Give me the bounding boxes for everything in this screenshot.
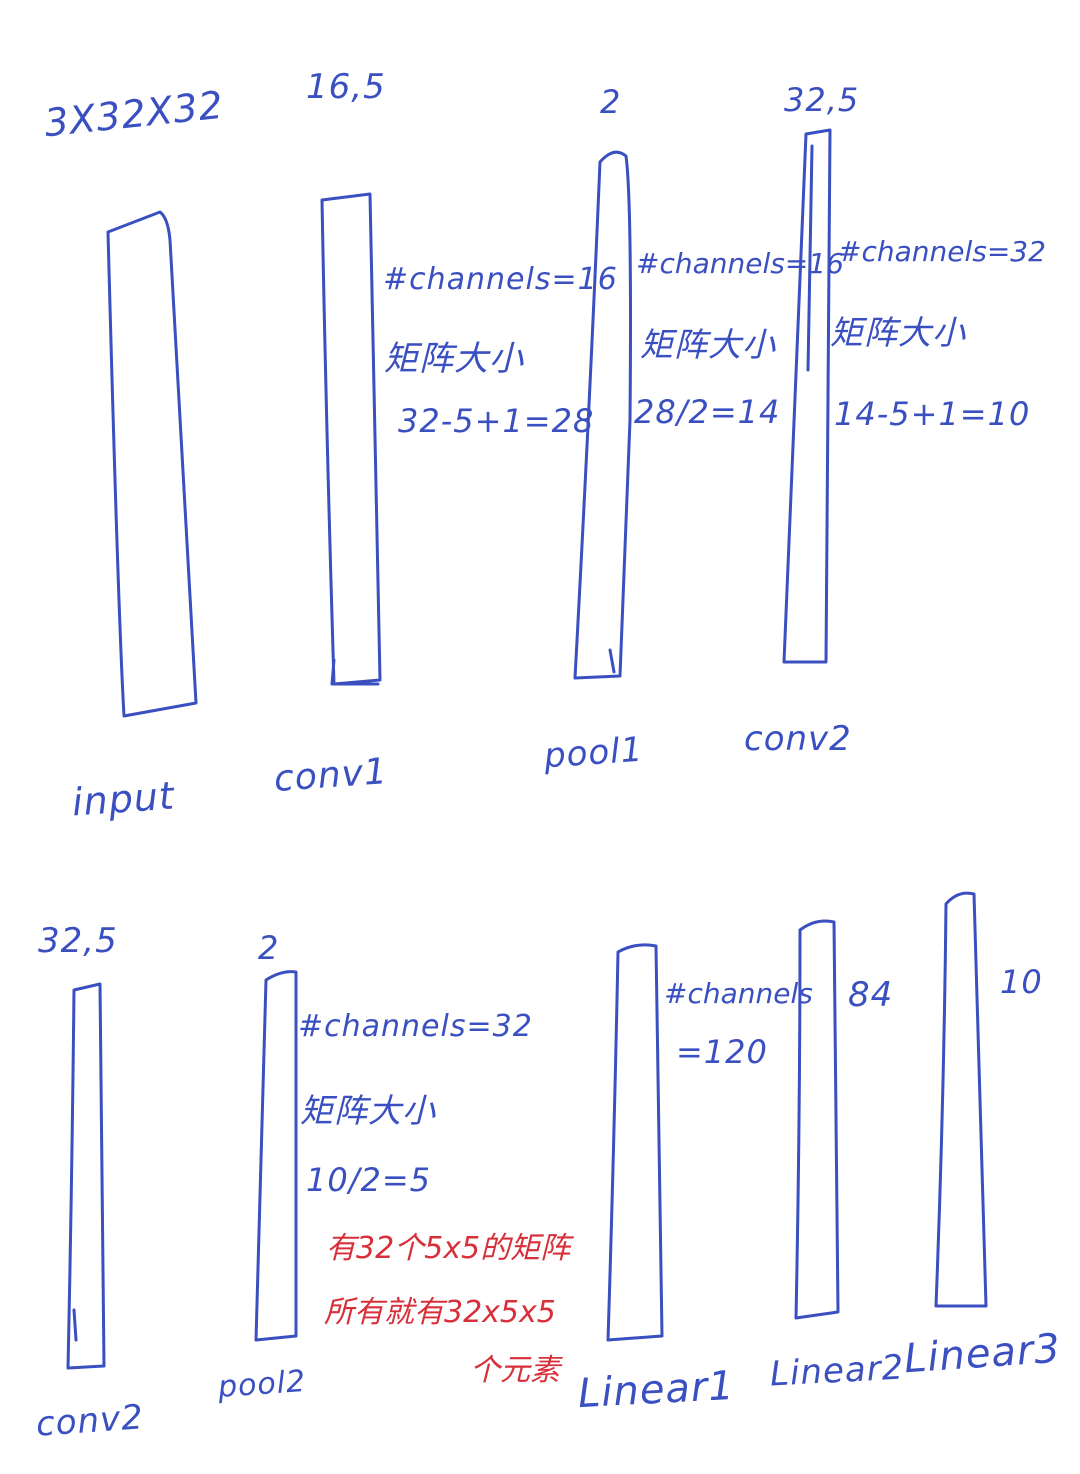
pool2-size-formula: 10/2=5 xyxy=(306,1161,432,1199)
pool2-red-note-total: 所有就有32x5x5 xyxy=(324,1295,556,1330)
bar-pool2 xyxy=(254,970,298,1342)
linear1-layer-label: Linear1 xyxy=(576,1362,736,1418)
conv2-bottom-layer-label: conv2 xyxy=(34,1397,146,1445)
conv1-kernel-label: 16,5 xyxy=(306,67,386,107)
pool2-layer-label: pool2 xyxy=(216,1363,308,1406)
linear2-layer-label: Linear2 xyxy=(769,1347,906,1395)
linear3-layer-label: Linear3 xyxy=(902,1325,1063,1383)
bar-conv2-bottom xyxy=(66,982,106,1370)
pool1-layer-label: pool1 xyxy=(542,729,645,777)
conv2-bottom-kernel-label: 32,5 xyxy=(38,921,118,961)
bar-input xyxy=(106,210,198,718)
bar-conv1 xyxy=(320,192,382,686)
pool1-size-formula: 28/2=14 xyxy=(634,393,781,431)
bar-linear3 xyxy=(934,891,988,1308)
pool2-channels-note: #channels=32 xyxy=(298,1009,533,1044)
conv1-size-heading: 矩阵大小 xyxy=(384,339,524,379)
input-layer-label: input xyxy=(70,773,177,825)
pool1-size-heading: 矩阵大小 xyxy=(640,325,776,364)
conv2-top-size-heading: 矩阵大小 xyxy=(830,313,966,352)
conv1-channels-note: #channels=16 xyxy=(383,262,618,297)
pool2-kernel-label: 2 xyxy=(258,929,280,967)
pool1-kernel-label: 2 xyxy=(600,83,622,121)
conv2-top-kernel-label: 32,5 xyxy=(784,81,860,119)
linear2-size-value: 84 xyxy=(848,975,894,1015)
bar-pool1 xyxy=(573,150,632,680)
linear1-channels-note: #channels xyxy=(664,977,813,1010)
bar-linear2 xyxy=(794,919,840,1320)
conv1-size-formula: 32-5+1=28 xyxy=(398,402,595,440)
pool2-size-heading: 矩阵大小 xyxy=(300,1091,436,1130)
linear1-channels-value: =120 xyxy=(676,1033,768,1071)
linear3-size-value: 10 xyxy=(1000,963,1043,1001)
pool1-channels-note: #channels=16 xyxy=(636,247,844,280)
conv2-top-channels-note: #channels=32 xyxy=(838,235,1046,268)
bar-linear1 xyxy=(606,943,664,1342)
pool2-red-note-elements: 个元素 xyxy=(470,1353,560,1388)
conv2-top-layer-label: conv2 xyxy=(744,719,852,759)
bar-conv2-top xyxy=(782,128,832,664)
pool2-red-note-matrices: 有32个5x5的矩阵 xyxy=(326,1231,571,1266)
conv2-top-size-formula: 14-5+1=10 xyxy=(834,395,1031,433)
conv1-layer-label: conv1 xyxy=(272,751,390,800)
